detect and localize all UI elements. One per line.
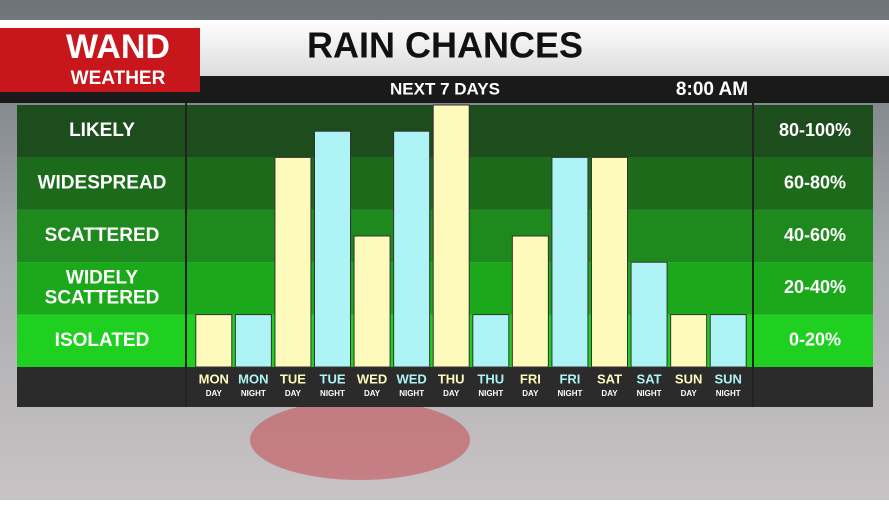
label-row [17, 367, 873, 407]
logo-top: WAND [66, 28, 170, 66]
x-tick-label: FRI [559, 371, 580, 386]
time: 8:00 AM [676, 79, 748, 100]
x-tick-sublabel: DAY [522, 389, 539, 398]
bar [472, 314, 510, 368]
x-tick-label: SAT [597, 371, 622, 386]
x-tick-sublabel: NIGHT [637, 389, 662, 398]
x-tick-sublabel: NIGHT [241, 389, 266, 398]
x-tick-label: MON [238, 371, 268, 386]
bar [234, 314, 272, 368]
band-label: WIDELY [66, 267, 138, 288]
x-tick-sublabel: DAY [285, 389, 302, 398]
x-tick-label: TUE [280, 371, 306, 386]
logo-bottom: WEATHER [71, 68, 166, 89]
x-tick-label: THU [438, 371, 465, 386]
x-tick-label: TUE [320, 371, 346, 386]
band-label: ISOLATED [55, 330, 150, 351]
x-tick-sublabel: DAY [681, 389, 698, 398]
x-tick-sublabel: NIGHT [399, 389, 424, 398]
band-range: 40-60% [784, 225, 846, 245]
x-tick-sublabel: DAY [206, 389, 223, 398]
x-tick-sublabel: NIGHT [478, 389, 503, 398]
bar [670, 314, 708, 368]
bar [709, 314, 747, 368]
bar [393, 130, 431, 368]
x-tick-sublabel: DAY [601, 389, 618, 398]
subtitle: NEXT 7 DAYS [390, 79, 500, 98]
x-tick-label: WED [357, 371, 387, 386]
band-range: 20-40% [784, 277, 846, 297]
blur [250, 400, 470, 480]
x-tick-label: FRI [520, 371, 541, 386]
band-range: 80-100% [779, 120, 851, 140]
bar [630, 261, 668, 368]
band-label: LIKELY [69, 120, 135, 141]
x-tick-sublabel: NIGHT [557, 389, 582, 398]
x-tick-sublabel: NIGHT [320, 389, 345, 398]
x-tick-label: MON [199, 371, 229, 386]
chart-title: RAIN CHANCES [307, 25, 583, 66]
logo-box [0, 28, 200, 92]
band-range: 0-20% [789, 330, 841, 350]
bar [314, 130, 351, 368]
bar [432, 104, 470, 368]
x-tick-label: WED [396, 371, 426, 386]
band-range: 60-80% [784, 172, 846, 192]
x-tick-label: THU [477, 371, 504, 386]
bar [353, 235, 391, 368]
bar [195, 314, 233, 368]
band-label: SCATTERED [45, 287, 160, 308]
x-tick-sublabel: DAY [364, 389, 381, 398]
x-tick-label: SUN [714, 371, 741, 386]
band-label: WIDESPREAD [38, 173, 167, 194]
bar [511, 235, 549, 368]
x-tick-label: SAT [637, 371, 662, 386]
x-tick-sublabel: NIGHT [716, 389, 741, 398]
x-tick-sublabel: DAY [443, 389, 460, 398]
x-tick-label: SUN [675, 371, 702, 386]
bar [551, 156, 589, 368]
bar [274, 156, 312, 368]
bar [591, 156, 628, 368]
band-label: SCATTERED [45, 225, 160, 246]
